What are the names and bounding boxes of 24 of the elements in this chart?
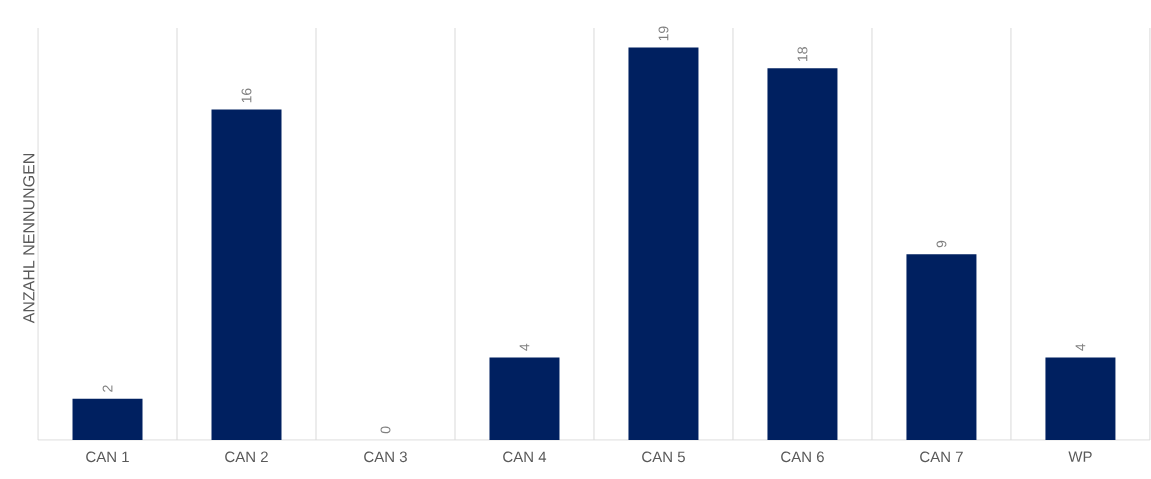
bar bbox=[906, 254, 977, 440]
data-label: 19 bbox=[658, 26, 669, 41]
x-tick-label: CAN 5 bbox=[642, 451, 685, 463]
data-label: 0 bbox=[380, 426, 391, 434]
x-tick-label: CAN 3 bbox=[364, 451, 407, 463]
data-label: 9 bbox=[936, 240, 947, 248]
bar bbox=[767, 68, 838, 440]
data-label: 4 bbox=[519, 343, 530, 351]
x-tick-label: CAN 1 bbox=[86, 451, 129, 463]
bar bbox=[72, 398, 143, 440]
x-tick-label: CAN 2 bbox=[225, 451, 268, 463]
x-tick-label: CAN 7 bbox=[920, 451, 963, 463]
x-tick-label: WP bbox=[1068, 451, 1092, 462]
bar bbox=[211, 109, 282, 440]
bar bbox=[628, 47, 699, 440]
data-label: 16 bbox=[241, 88, 252, 103]
data-label: 2 bbox=[102, 385, 113, 392]
x-tick-label: CAN 4 bbox=[503, 451, 547, 463]
data-label: 18 bbox=[797, 47, 808, 61]
y-axis-title: ANZAHL NENNUNGEN bbox=[23, 153, 35, 324]
x-tick-label: CAN 6 bbox=[781, 451, 824, 463]
bar bbox=[489, 357, 560, 440]
bar bbox=[1045, 357, 1116, 440]
data-label: 4 bbox=[1075, 343, 1086, 351]
